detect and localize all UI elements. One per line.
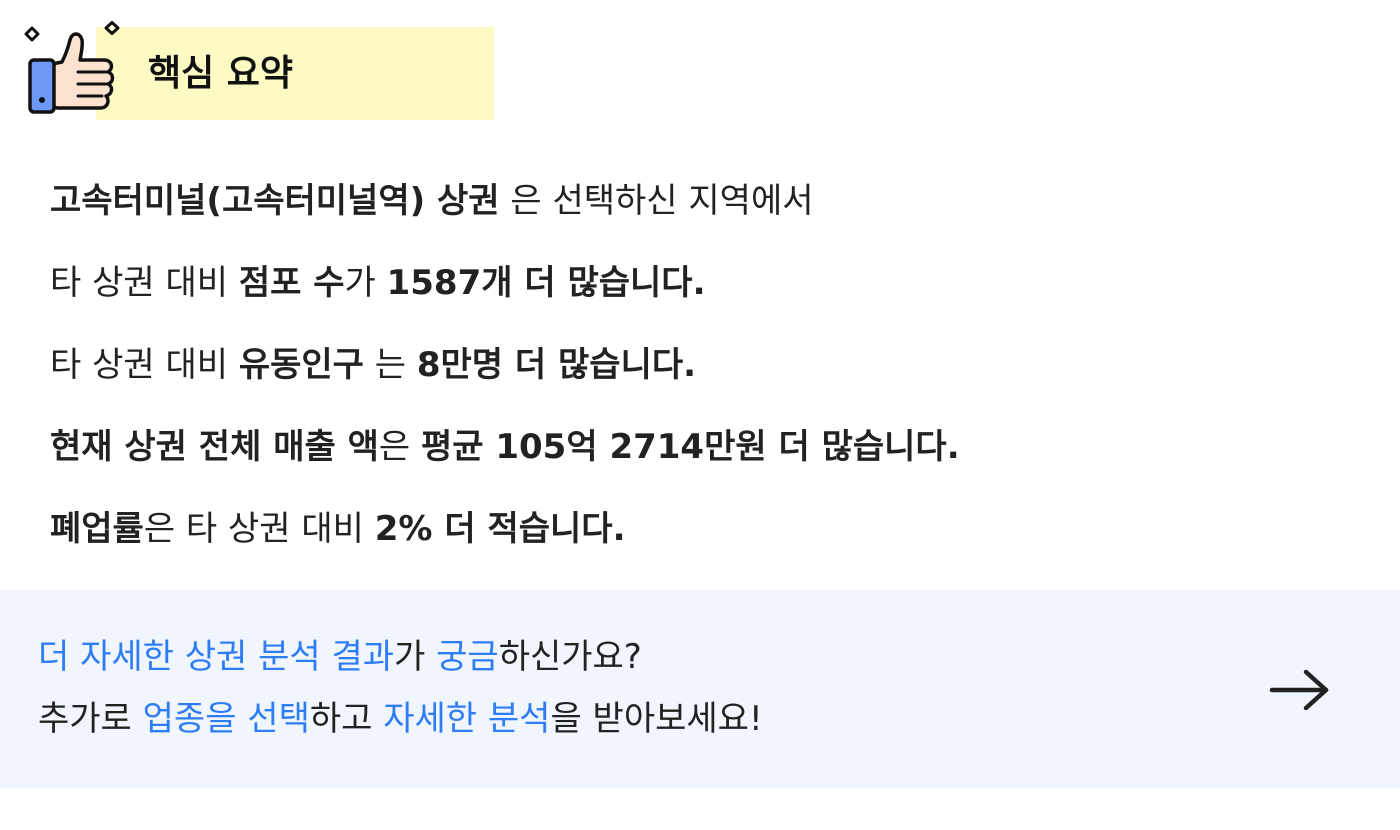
summary-line-store-count: 타 상권 대비 점포 수가 1587개 더 많습니다. <box>50 242 1370 324</box>
population-value: 8만명 더 많습니다. <box>416 345 697 385</box>
line-prefix: 타 상권 대비 <box>50 263 239 303</box>
summary-line-sales: 현재 상권 전체 매출 액은 평균 105억 2714만원 더 많습니다. <box>50 406 1370 488</box>
summary-line-closure-rate: 폐업률은 타 상권 대비 2% 더 적습니다. <box>50 488 1370 570</box>
sales-value: 평균 105억 2714만원 더 많습니다. <box>420 427 960 467</box>
header-highlight <box>96 27 494 120</box>
banner-segment: 하고 <box>309 699 384 739</box>
banner-line-1: 더 자세한 상권 분석 결과가 궁금하신가요? <box>38 626 763 688</box>
line-particle: 은 타 상권 대비 <box>143 509 375 549</box>
area-rest: 은 선택하신 지역에서 <box>499 181 814 221</box>
line-particle: 은 <box>378 427 421 467</box>
line-particle: 는 <box>363 345 417 385</box>
banner-segment: 추가로 <box>38 699 143 739</box>
banner-segment: 더 자세한 상권 분석 결과 <box>38 637 395 677</box>
area-name: 고속터미널(고속터미널역) 상권 <box>50 181 500 221</box>
summary-line-area: 고속터미널(고속터미널역) 상권 은 선택하신 지역에서 <box>50 160 1370 242</box>
banner-segment: 궁금 <box>436 637 499 677</box>
summary-header: 핵심 요약 <box>18 18 498 122</box>
population-metric: 유동인구 <box>238 345 364 385</box>
header-title: 핵심 요약 <box>148 53 294 94</box>
sales-metric: 현재 상권 전체 매출 액 <box>50 427 379 467</box>
thumbs-up-icon <box>24 21 120 114</box>
line-particle: 가 <box>344 263 387 303</box>
banner-text: 더 자세한 상권 분석 결과가 궁금하신가요? 추가로 업종을 선택하고 자세한… <box>38 626 763 750</box>
summary-line-floating-population: 타 상권 대비 유동인구 는 8만명 더 많습니다. <box>50 324 1370 406</box>
banner-line-2: 추가로 업종을 선택하고 자세한 분석을 받아보세요! <box>38 688 763 750</box>
banner-segment: 가 <box>394 637 437 677</box>
store-count-metric: 점포 수 <box>238 263 345 303</box>
banner-segment: 업종을 선택 <box>142 699 310 739</box>
banner-segment: 자세한 분석 <box>383 699 551 739</box>
summary-body: 고속터미널(고속터미널역) 상권 은 선택하신 지역에서 타 상권 대비 점포 … <box>50 160 1370 570</box>
arrow-right-icon[interactable] <box>1268 668 1332 712</box>
banner-segment: 을 받아보세요! <box>550 699 763 739</box>
line-prefix: 타 상권 대비 <box>50 345 239 385</box>
store-count-value: 1587개 더 많습니다. <box>386 263 706 303</box>
closure-value: 2% 더 적습니다. <box>374 509 626 549</box>
detailed-analysis-banner[interactable]: 더 자세한 상권 분석 결과가 궁금하신가요? 추가로 업종을 선택하고 자세한… <box>0 590 1400 788</box>
closure-metric: 폐업률 <box>50 509 144 549</box>
banner-segment: 하신가요? <box>498 637 642 677</box>
